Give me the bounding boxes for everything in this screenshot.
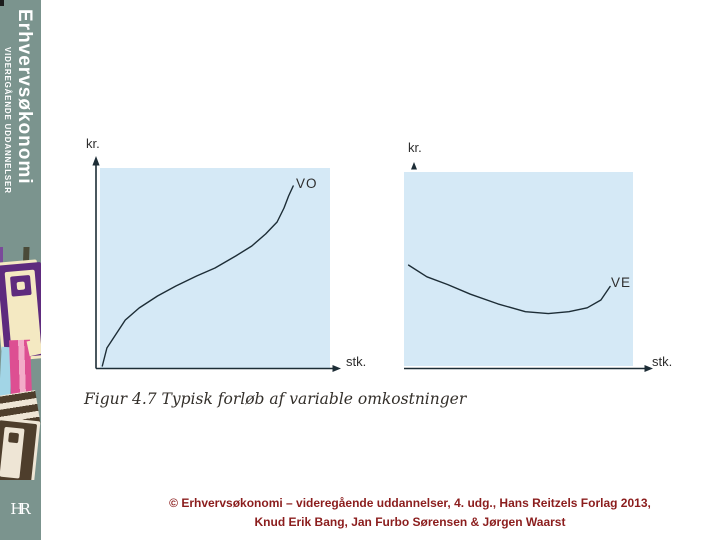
book-title: Erhvervsøkonomi xyxy=(14,9,35,185)
series-label-ve: VE xyxy=(611,275,632,290)
copyright-line-2: Knud Erik Bang, Jan Furbo Sørensen & Jør… xyxy=(254,515,566,529)
y-axis-label-right: kr. xyxy=(408,140,422,155)
copyright-line-1: © Erhvervsøkonomi – videregående uddanne… xyxy=(169,496,651,510)
book-subtitle: VIDEREGÅENDE UDDANNELSER xyxy=(3,47,12,194)
x-axis-label-right: stk. xyxy=(652,354,673,369)
publisher-logo: HR xyxy=(10,500,30,518)
series-label-vo: VO xyxy=(296,176,318,191)
chart-total-variable-costs xyxy=(92,156,341,372)
sidebar: Erhvervsøkonomi VIDEREGÅENDE UDDANNELSER… xyxy=(0,0,41,540)
figure-caption: Figur 4.7 Typisk forløb af variable omko… xyxy=(84,390,467,408)
y-axis-label-left: kr. xyxy=(86,136,100,151)
decor-cream-chip xyxy=(26,338,41,357)
chart-unit-variable-costs xyxy=(404,162,653,372)
decor-brown-squares xyxy=(0,416,41,480)
copyright-footer: © Erhvervsøkonomi – videregående uddanne… xyxy=(110,494,710,532)
x-axis-label-left: stk. xyxy=(346,354,367,369)
corner-mark xyxy=(0,0,4,6)
decorative-pattern xyxy=(0,247,41,480)
